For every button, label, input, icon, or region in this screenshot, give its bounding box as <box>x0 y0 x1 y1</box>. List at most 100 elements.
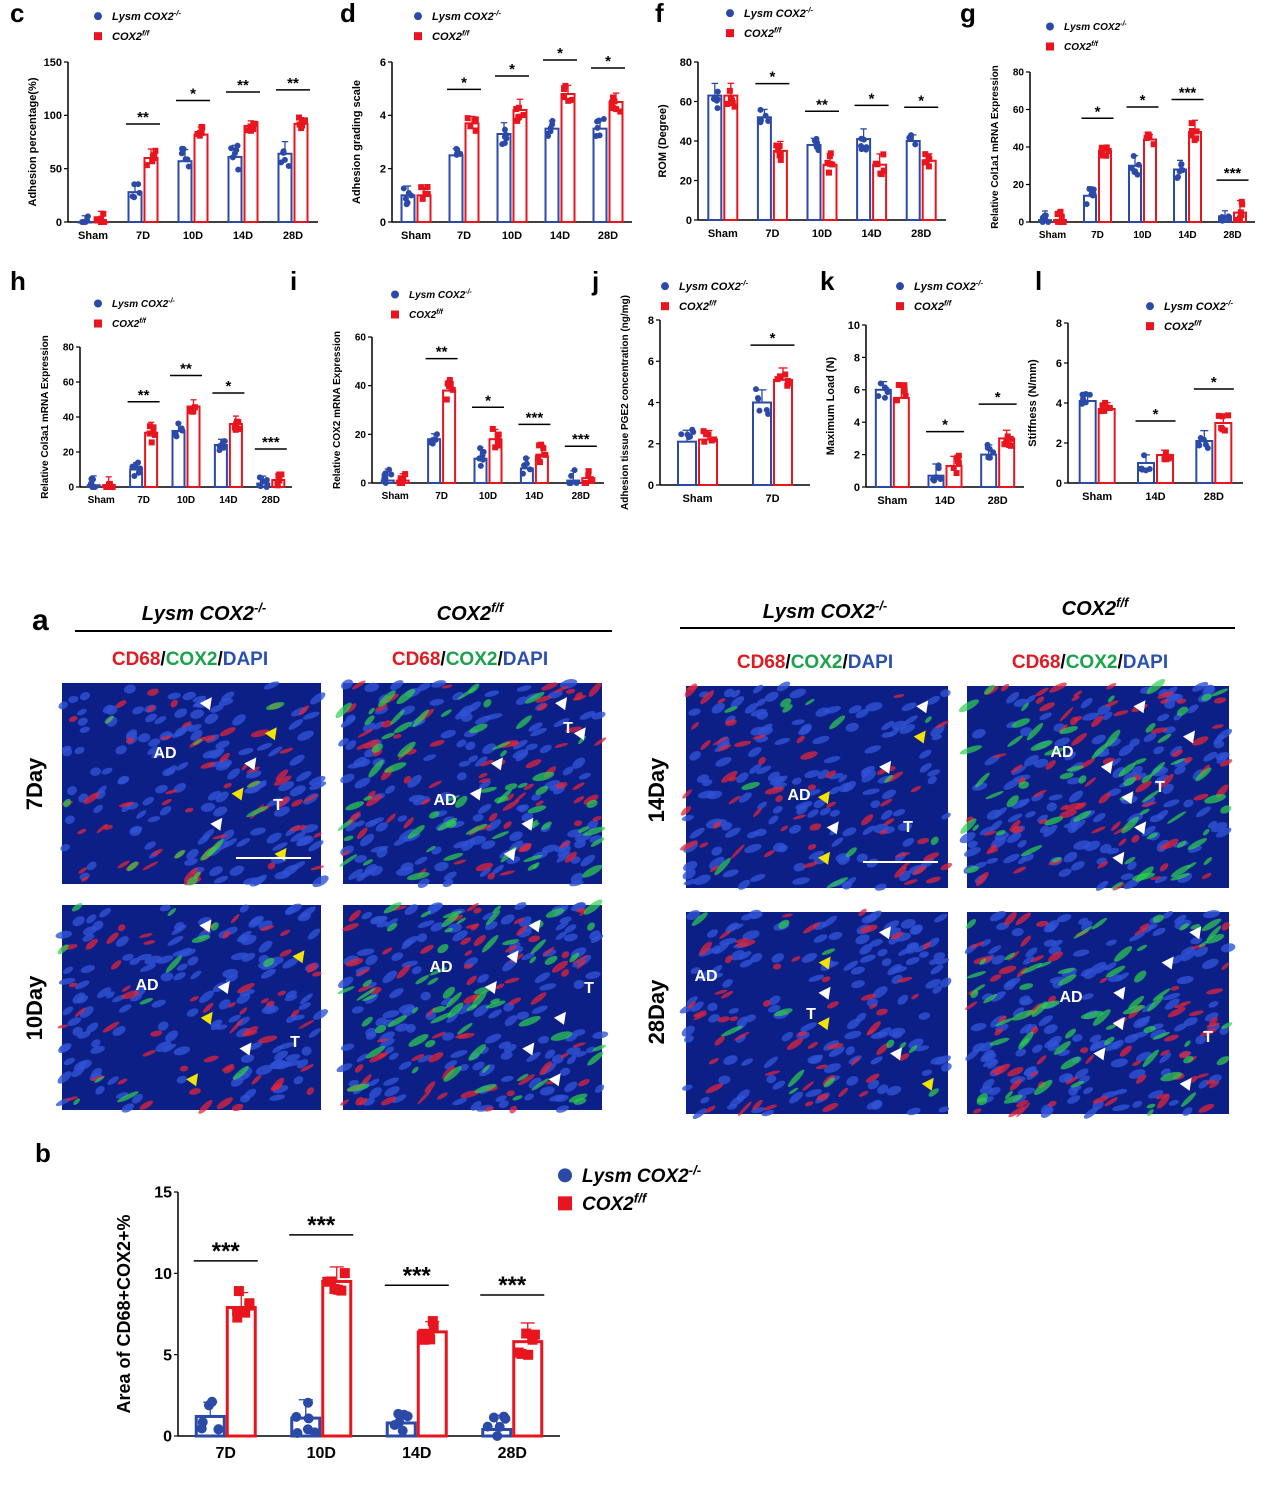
stain-title-4: CD68/COX2/DAPI <box>1012 652 1168 673</box>
nucleus <box>440 729 456 739</box>
nucleus <box>443 871 457 881</box>
tissue-label-t: T <box>1155 779 1165 796</box>
nucleus <box>812 735 830 745</box>
bar <box>177 160 193 223</box>
cd68-signal <box>983 830 997 836</box>
cd68-signal <box>506 793 515 802</box>
cd68-signal <box>1211 724 1224 729</box>
arrowhead <box>521 817 534 831</box>
nucleus <box>1204 684 1215 693</box>
cd68-signal <box>1208 1081 1220 1089</box>
nucleus <box>865 702 883 712</box>
cox2-signal <box>995 830 1006 836</box>
cd68-signal <box>260 925 274 931</box>
bar <box>806 143 822 221</box>
nucleus <box>288 719 304 730</box>
nucleus <box>458 760 471 767</box>
cox2-signal <box>976 1097 988 1106</box>
nucleus <box>877 1027 892 1037</box>
data-point <box>147 423 154 430</box>
nucleus <box>58 1042 72 1054</box>
y-axis-label-j: Adhesion tissue PGE2 concentration (ng/m… <box>620 295 631 510</box>
data-point <box>877 380 884 387</box>
nucleus <box>151 999 166 1008</box>
nucleus <box>1083 969 1097 979</box>
bar <box>874 388 892 488</box>
legend-marker-lysm <box>94 12 102 21</box>
cd68-signal <box>386 813 396 823</box>
nucleus <box>1038 1015 1053 1027</box>
data-point <box>1103 152 1110 159</box>
nucleus <box>736 1089 750 1102</box>
nucleus <box>772 775 788 787</box>
nucleus <box>1054 737 1070 747</box>
data-point <box>194 131 201 138</box>
x-tick-label: 14D <box>402 1445 431 1462</box>
cd68-signal <box>267 862 276 870</box>
cox2-signal <box>590 837 605 847</box>
nucleus <box>989 911 1006 922</box>
data-point <box>477 445 484 452</box>
nucleus <box>592 1031 609 1039</box>
nucleus <box>398 1061 412 1070</box>
y-tick-label: 150 <box>44 57 62 69</box>
cox2-signal <box>1080 1011 1104 1020</box>
cox2-signal <box>343 835 354 842</box>
nucleus <box>167 692 181 700</box>
nucleus <box>290 831 306 842</box>
cd68-signal <box>1084 777 1096 787</box>
data-point <box>1057 208 1064 215</box>
cd68-signal <box>291 1009 300 1017</box>
cd68-signal <box>202 1002 214 1013</box>
y-tick-label: 8 <box>648 315 654 327</box>
x-tick-label: 10D <box>307 1445 336 1462</box>
nucleus <box>544 1049 556 1059</box>
data-point <box>826 153 833 160</box>
significance-label: * <box>557 45 563 62</box>
data-point <box>1225 412 1232 419</box>
bar <box>544 127 560 224</box>
nucleus <box>383 1077 399 1086</box>
data-point <box>540 445 547 452</box>
cd68-signal <box>1198 1103 1215 1113</box>
nucleus <box>484 690 500 697</box>
data-point <box>252 121 259 128</box>
day-label: 7Day <box>22 757 47 810</box>
nucleus <box>516 685 532 692</box>
cd68-signal <box>737 1101 752 1117</box>
cd68-signal <box>1106 683 1117 690</box>
nucleus <box>988 1086 1001 1096</box>
bar <box>243 125 259 223</box>
nucleus <box>312 875 329 888</box>
nucleus <box>240 1094 251 1103</box>
arrowhead <box>1112 1017 1125 1031</box>
cox2-signal <box>337 986 355 995</box>
cd68-signal <box>306 1087 315 1096</box>
data-point <box>523 455 530 462</box>
cox2-signal <box>57 944 69 955</box>
cd68-signal <box>361 1074 372 1086</box>
cox2-signal <box>587 1051 604 1066</box>
cd68-signal <box>1159 773 1174 788</box>
cox2-signal <box>517 782 528 789</box>
cox2-signal <box>1031 1001 1048 1017</box>
cd68-signal <box>81 876 89 882</box>
cd68-signal <box>357 728 374 738</box>
x-tick-label: 14D <box>1145 491 1165 503</box>
cox2-signal <box>165 955 183 973</box>
cox2-signal <box>390 709 405 725</box>
legend-label-cox2: COX2f/f <box>744 26 783 40</box>
data-point <box>148 439 155 446</box>
cd68-signal <box>869 1003 878 1009</box>
nucleus <box>723 688 735 698</box>
cox2-signal <box>1170 758 1186 765</box>
bar <box>1188 131 1202 223</box>
panel-letter-a: a <box>32 604 49 637</box>
cox2-signal <box>1051 857 1062 863</box>
nucleus <box>1129 932 1145 942</box>
nucleus <box>434 861 449 872</box>
cd68-signal <box>553 686 569 693</box>
cd68-signal <box>1172 749 1183 758</box>
nucleus <box>742 930 760 941</box>
